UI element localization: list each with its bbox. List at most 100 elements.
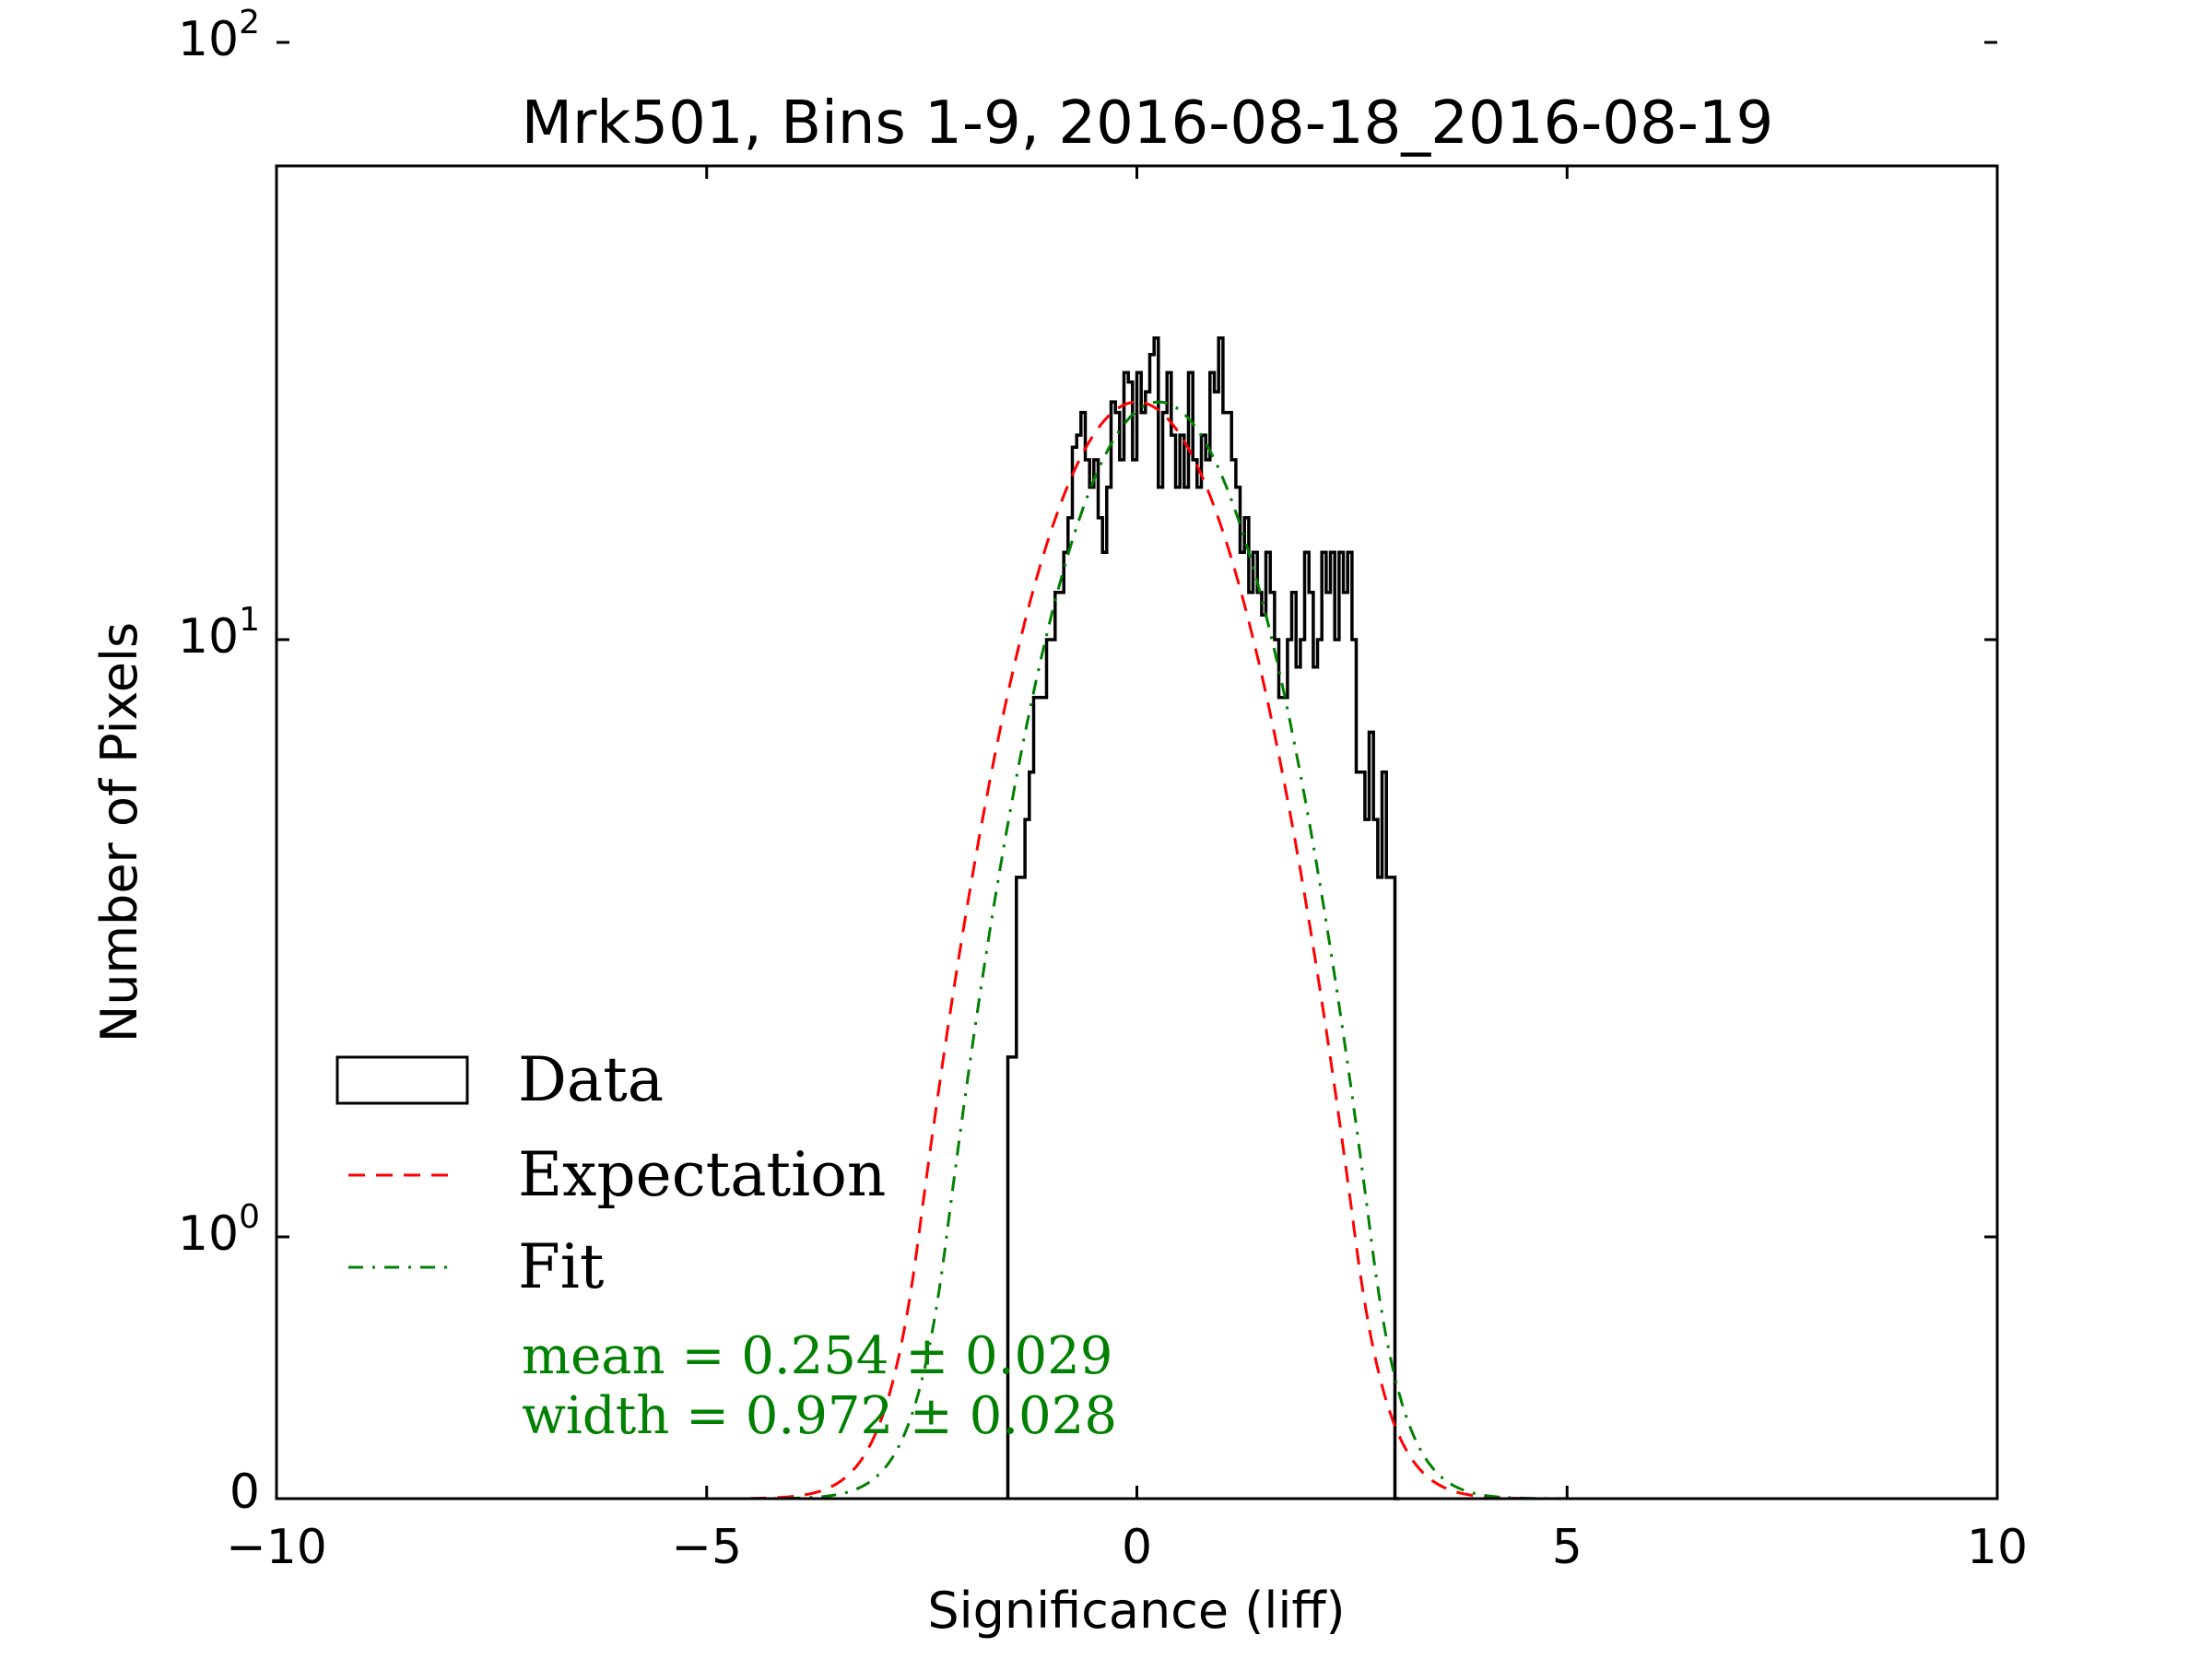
data-bin: [1171, 435, 1176, 1499]
data-bin: [1231, 460, 1236, 1499]
data-bin: [1210, 372, 1215, 1499]
data-bin: [1335, 640, 1339, 1499]
data-bin: [1137, 372, 1142, 1499]
data-bin: [1236, 488, 1241, 1499]
data-bin: [1373, 819, 1378, 1499]
x-tick-label: 10: [1967, 1520, 2028, 1575]
fit-annotation: mean = 0.254 ± 0.029: [522, 1326, 1112, 1386]
y-tick-label: 102: [178, 4, 260, 67]
data-bin: [1193, 460, 1197, 1499]
data-bin: [1180, 435, 1184, 1499]
legend: Data Expectation Fit: [335, 1044, 886, 1302]
y-tick-label: 100: [178, 1198, 260, 1262]
data-bin: [1115, 413, 1120, 1499]
y-tick-exponent: 0: [239, 1198, 260, 1236]
data-bin: [1197, 488, 1202, 1499]
legend-swatch-box: [335, 1055, 469, 1105]
data-bin: [1322, 552, 1326, 1499]
data-bin: [1365, 819, 1370, 1499]
series-expectation: [749, 400, 1524, 1500]
data-bin: [1275, 640, 1279, 1499]
data-bin: [1331, 552, 1335, 1499]
data-bin: [1228, 413, 1232, 1499]
y-axis-label: Number of Pixels: [90, 622, 148, 1042]
data-bin: [1300, 640, 1305, 1499]
data-bin: [1150, 355, 1155, 1499]
curve-fit: [749, 400, 1568, 1500]
data-bin: [1283, 698, 1288, 1499]
fit-annotation: width = 0.972 ± 0.028: [522, 1386, 1117, 1446]
y-tick-exponent: 2: [239, 4, 260, 41]
data-bin: [1347, 552, 1352, 1499]
chart-title: Mrk501, Bins 1-9, 2016-08-18_2016-08-19: [522, 89, 1773, 158]
y-tick-base: 10: [178, 1206, 239, 1262]
data-bin: [1326, 593, 1331, 1499]
data-bin: [1270, 593, 1275, 1499]
data-bin: [1184, 488, 1189, 1499]
legend-item-expectation: Expectation: [348, 1139, 886, 1210]
curve-expectation: [749, 400, 1524, 1500]
data-bin: [1360, 772, 1365, 1499]
series-layer: [749, 335, 1568, 1500]
data-bin: [1352, 640, 1357, 1499]
data-bin: [1215, 392, 1219, 1499]
series-data: [1006, 335, 1400, 1500]
x-axis-label: Significance (liff): [927, 1582, 1345, 1640]
series-fit: [749, 400, 1568, 1500]
y-tick-label: 101: [178, 601, 260, 665]
data-bin: [1305, 552, 1310, 1499]
data-bin: [1120, 460, 1124, 1499]
data-bin: [1159, 488, 1163, 1499]
data-bin: [1154, 338, 1159, 1499]
legend-item-data: Data: [335, 1044, 664, 1115]
data-bin: [1128, 382, 1133, 1500]
y-tick-base: 10: [178, 609, 239, 665]
data-bin: [1202, 435, 1206, 1499]
data-bin: [1141, 413, 1146, 1499]
data-bin: [1296, 667, 1300, 1499]
x-tick-label: 0: [1122, 1520, 1152, 1575]
y-tick-label: 0: [229, 1465, 260, 1520]
data-bin: [1378, 877, 1382, 1499]
data-bin: [1370, 732, 1374, 1499]
data-bin: [1253, 552, 1258, 1499]
legend-label: Data: [518, 1044, 664, 1115]
legend-label: Expectation: [518, 1139, 886, 1210]
legend-label: Fit: [518, 1231, 604, 1302]
data-bin: [1163, 413, 1168, 1499]
data-bin: [1218, 338, 1223, 1499]
data-bin: [1357, 772, 1361, 1499]
ticks-layer: [275, 41, 1999, 1500]
data-bin: [1223, 413, 1228, 1499]
data-bin: [1288, 640, 1292, 1499]
data-bin: [1146, 392, 1150, 1499]
data-bin: [1386, 877, 1391, 1499]
data-bin: [1176, 488, 1181, 1499]
data-bin: [1133, 460, 1137, 1499]
x-tick-label: −5: [671, 1520, 742, 1575]
data-bin: [1206, 460, 1210, 1499]
x-tick-label: 5: [1552, 1520, 1583, 1575]
data-bin: [1279, 698, 1284, 1499]
legend-item-fit: Fit: [348, 1231, 604, 1302]
data-bin: [1241, 552, 1245, 1499]
data-bin: [1391, 877, 1395, 1499]
data-bin: [1124, 372, 1129, 1499]
data-bin: [1262, 615, 1266, 1499]
data-histogram-line: [1006, 335, 1400, 1500]
data-bin: [1313, 667, 1318, 1499]
data-bin: [1189, 372, 1194, 1499]
data-bin: [1249, 593, 1253, 1499]
y-tick-exponent: 1: [239, 601, 260, 639]
data-bin: [1266, 552, 1271, 1499]
y-tick-base: 10: [178, 12, 239, 67]
x-tick-label: −10: [226, 1520, 327, 1575]
data-bin: [1167, 372, 1171, 1499]
y-tick-base: 0: [229, 1465, 260, 1520]
data-bin: [1244, 518, 1249, 1499]
data-bin: [1257, 593, 1262, 1499]
